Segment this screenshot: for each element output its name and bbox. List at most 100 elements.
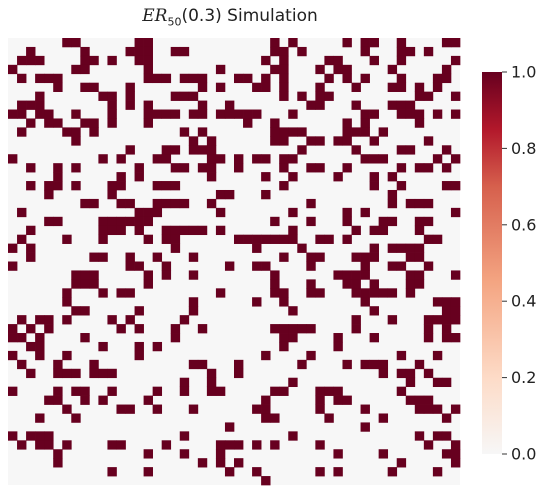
heatmap-cell: [17, 234, 27, 244]
heatmap-cell: [125, 82, 135, 92]
heatmap-cell: [441, 413, 452, 423]
heatmap-cell: [143, 64, 153, 75]
heatmap-cell: [414, 404, 425, 414]
heatmap-cell: [369, 55, 379, 66]
heatmap-cell: [170, 234, 181, 244]
heatmap-cell: [179, 46, 190, 57]
heatmap-cell: [396, 82, 407, 92]
heatmap-cell: [297, 46, 307, 57]
heatmap-cell: [441, 73, 452, 84]
heatmap-cell: [396, 73, 407, 84]
heatmap-cell: [252, 467, 262, 477]
heatmap-cell: [80, 55, 90, 66]
heatmap-cell: [107, 55, 117, 66]
heatmap-cell: [414, 91, 425, 101]
heatmap-cell: [360, 127, 370, 137]
heatmap-cell: [26, 341, 36, 352]
heatmap-cell: [306, 136, 316, 146]
heatmap-cell: [116, 404, 126, 414]
heatmap-cell: [279, 386, 289, 396]
heatmap-cell: [8, 154, 18, 164]
heatmap-cell: [369, 288, 379, 298]
heatmap-cell: [243, 118, 253, 128]
heatmap-cell: [261, 350, 271, 361]
heatmap-cell: [351, 279, 361, 289]
heatmap-cell: [279, 64, 289, 75]
heatmap-cell: [450, 91, 461, 101]
heatmap-cell: [53, 163, 63, 173]
heatmap-cell: [170, 145, 181, 155]
heatmap-cell: [270, 234, 280, 244]
heatmap-cell: [89, 82, 99, 92]
heatmap-cell: [441, 306, 452, 316]
heatmap-cell: [360, 404, 370, 414]
heatmap-cell: [423, 440, 434, 450]
heatmap-cell: [378, 288, 389, 298]
heatmap-cell: [17, 109, 27, 119]
heatmap-cell: [197, 73, 208, 84]
heatmap-cell: [360, 154, 370, 164]
heatmap-cell: [288, 431, 298, 441]
heatmap-cell: [423, 234, 434, 244]
heatmap-cell: [134, 38, 144, 48]
heatmap-cell: [315, 404, 325, 414]
heatmap-cell: [252, 404, 262, 414]
heatmap-cell: [17, 55, 27, 66]
heatmap-cell: [134, 261, 144, 271]
heatmap-cell: [351, 225, 361, 236]
heatmap-cell: [188, 136, 199, 146]
heatmap-cell: [188, 359, 199, 370]
heatmap-cell: [414, 252, 425, 262]
heatmap-cell: [116, 225, 126, 236]
heatmap-cell: [342, 64, 352, 75]
heatmap-cell: [197, 324, 208, 334]
heatmap-cell: [44, 109, 54, 119]
heatmap-cell: [53, 216, 63, 227]
heatmap-cell: [17, 440, 27, 450]
heatmap-cell: [134, 163, 144, 173]
heatmap-cell: [342, 118, 352, 128]
heatmap-cell: [288, 109, 298, 119]
heatmap-cell: [53, 386, 63, 396]
heatmap-cell: [107, 440, 117, 450]
heatmap-cell: [53, 359, 63, 370]
heatmap-cell: [161, 109, 172, 119]
heatmap-cell: [369, 109, 379, 119]
heatmap-cell: [161, 181, 172, 191]
heatmap-cells: [8, 38, 461, 486]
heatmap-cell: [279, 136, 289, 146]
heatmap-cell: [405, 395, 416, 405]
heatmap-cell: [53, 368, 63, 379]
colorbar-tick-label: 1.0: [511, 63, 536, 82]
heatmap-cell: [342, 395, 352, 405]
heatmap-cell: [35, 440, 45, 450]
heatmap-cell: [224, 109, 235, 119]
heatmap-cell: [234, 440, 244, 450]
heatmap-cell: [324, 386, 334, 396]
heatmap-cell: [8, 243, 18, 253]
heatmap-cell: [387, 288, 398, 298]
heatmap-cell: [125, 216, 135, 227]
heatmap-cell: [423, 324, 434, 334]
heatmap-cell: [342, 234, 352, 244]
heatmap-cell: [450, 297, 461, 307]
heatmap-cell: [450, 458, 461, 468]
heatmap-cell: [369, 225, 379, 236]
heatmap-cell: [26, 368, 36, 379]
heatmap-cell: [423, 368, 434, 379]
heatmap-cell: [360, 270, 370, 280]
heatmap-cell: [333, 341, 343, 352]
heatmap-cell: [270, 279, 280, 289]
heatmap-cell: [80, 64, 90, 75]
heatmap-cell: [89, 118, 99, 128]
heatmap-cell: [62, 38, 72, 48]
heatmap-cell: [161, 234, 172, 244]
heatmap-cell: [53, 449, 63, 459]
heatmap-cell: [234, 458, 244, 468]
heatmap-cell: [261, 261, 271, 271]
heatmap-cell: [89, 127, 99, 137]
heatmap-cell: [369, 252, 379, 262]
heatmap-cell: [161, 440, 172, 450]
heatmap-cell: [17, 127, 27, 137]
heatmap-cell: [80, 386, 90, 396]
